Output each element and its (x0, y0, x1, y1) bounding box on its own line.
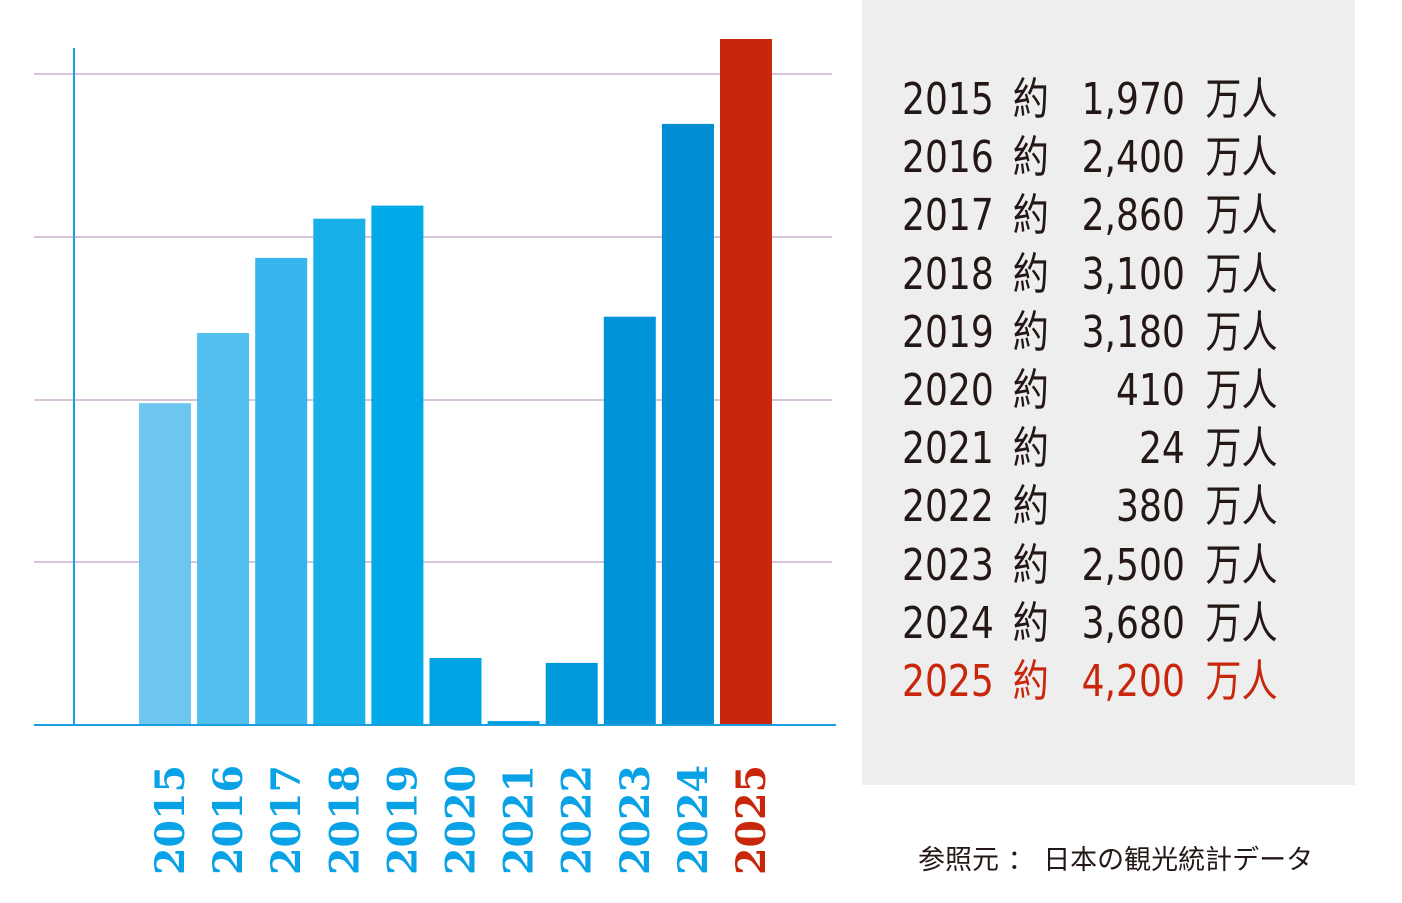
bar-2015 (139, 403, 191, 725)
bar-2019 (371, 205, 424, 726)
bar-2021 (487, 721, 540, 725)
bar-chart: 2015 2016 2017 2018 2019 2020 2021 2022 2023 2024… (34, 39, 836, 875)
row-unit: 万人 (1205, 365, 1278, 416)
row-prefix: 約 (1012, 248, 1049, 300)
row-year: 2024 (902, 597, 994, 649)
row-value: 2,860 (1081, 190, 1185, 242)
row-unit: 万人 (1205, 248, 1278, 300)
row-value: 2,500 (1081, 539, 1185, 591)
row-unit: 万人 (1205, 423, 1278, 475)
x-tick-labels: 2015 2016 2017 2018 2019 2020 2021 2022 2023 2024… (147, 765, 775, 875)
source-label: 参照元 (918, 845, 999, 876)
x-tick-label: 2025 (728, 765, 775, 875)
data-panel: 2015 約 1,970 万人 2016 約 2,400 万人 2017 約 2,860 万人 2018… (862, 0, 1355, 785)
row-year: 2016 (902, 132, 994, 184)
row-year: 2019 (902, 306, 994, 358)
row-prefix: 約 (1012, 656, 1049, 707)
bars (139, 39, 772, 726)
row-year: 2023 (902, 539, 994, 591)
x-tick-label: 2021 (496, 765, 543, 875)
bar-2023 (603, 316, 656, 725)
x-tick-label: 2019 (379, 765, 426, 875)
row-value: 380 (1116, 481, 1185, 533)
row-year: 2018 (902, 248, 994, 300)
bar-2017 (255, 257, 308, 725)
row-value: 3,180 (1081, 306, 1185, 358)
row-unit: 万人 (1205, 656, 1278, 707)
bar-2022 (545, 662, 598, 725)
bar-2018 (313, 218, 366, 725)
row-unit: 万人 (1205, 132, 1278, 184)
source-separator: ： (1007, 845, 1035, 876)
row-value: 2,400 (1081, 132, 1185, 184)
row-prefix: 約 (1012, 132, 1049, 184)
row-year: 2025 (902, 656, 994, 707)
row-unit: 万人 (1205, 597, 1278, 649)
x-tick-label: 2016 (205, 765, 252, 875)
bar-2025 (720, 39, 772, 725)
row-unit: 万人 (1205, 306, 1278, 358)
row-year: 2017 (902, 190, 994, 242)
row-unit: 万人 (1205, 539, 1278, 591)
row-unit: 万人 (1205, 190, 1278, 242)
row-year: 2020 (902, 365, 994, 416)
bar-2024 (661, 123, 714, 725)
x-tick-label: 2015 (147, 765, 194, 875)
x-tick-label: 2017 (263, 765, 310, 875)
x-tick-label: 2020 (438, 765, 485, 875)
bar-2016 (197, 333, 250, 725)
row-year: 2015 (902, 74, 994, 125)
row-prefix: 約 (1012, 481, 1049, 533)
x-tick-label: 2024 (670, 765, 717, 875)
x-tick-label: 2018 (321, 765, 368, 875)
row-year: 2021 (902, 423, 994, 475)
row-value: 4,200 (1081, 656, 1185, 707)
row-prefix: 約 (1012, 306, 1049, 358)
row-year: 2022 (902, 481, 994, 533)
x-tick-label: 2022 (554, 765, 601, 875)
bar-2020 (429, 658, 482, 725)
row-value: 410 (1116, 365, 1185, 416)
row-prefix: 約 (1012, 597, 1049, 649)
row-prefix: 約 (1012, 365, 1049, 416)
x-tick-label: 2023 (612, 765, 659, 875)
row-prefix: 約 (1012, 423, 1049, 475)
row-unit: 万人 (1205, 74, 1278, 125)
source-note: 参照元 ： 日本の観光統計データ (918, 838, 1313, 877)
row-prefix: 約 (1012, 74, 1049, 125)
row-unit: 万人 (1205, 481, 1278, 533)
row-prefix: 約 (1012, 190, 1049, 242)
row-prefix: 約 (1012, 539, 1049, 591)
row-value: 24 (1138, 423, 1185, 475)
row-value: 3,100 (1081, 248, 1185, 300)
source-text: 日本の観光統計データ (1043, 845, 1314, 876)
row-value: 3,680 (1081, 597, 1185, 649)
row-value: 1,970 (1081, 74, 1185, 125)
